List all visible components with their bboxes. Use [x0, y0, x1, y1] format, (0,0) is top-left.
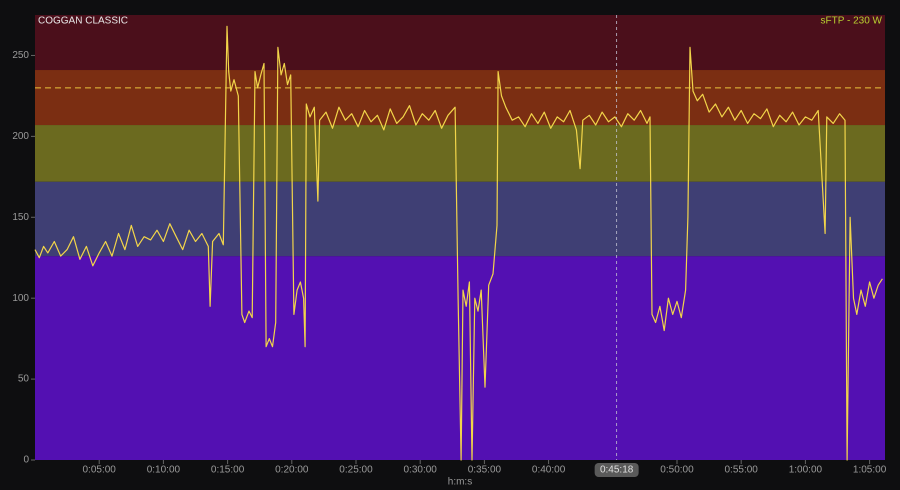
zone-band [35, 125, 885, 182]
cursor-label: 0:45:18 [600, 465, 634, 476]
plot: 0 50 100 150 200 250 0:05:00 0:10:00 0:15:00 0:20… [12, 15, 887, 477]
x-tick-label: 0:05:00 [83, 465, 117, 476]
x-tick-label: 0:40:00 [532, 465, 566, 476]
x-tick-label: 1:05:00 [853, 465, 887, 476]
y-tick-label: 250 [12, 50, 29, 61]
zone-band [35, 15, 885, 71]
x-tick-label: 0:20:00 [275, 465, 309, 476]
y-tick-label: 200 [12, 131, 29, 142]
x-tick-label: 0:25:00 [339, 465, 373, 476]
zone-band [35, 181, 885, 257]
y-tick-label: 100 [12, 293, 29, 304]
cursor-label-box [594, 463, 639, 477]
x-axis-label: h:m:s [448, 477, 472, 488]
x-tick-label: 0:35:00 [468, 465, 502, 476]
zones [35, 15, 885, 460]
power-line [34, 25, 883, 461]
x-tick-label: 0:50:00 [660, 465, 694, 476]
y-tick-label: 150 [12, 212, 29, 223]
chart-title: COGGAN CLASSIC [38, 16, 128, 27]
x-tick-label: 0:15:00 [211, 465, 245, 476]
y-tick-label: 0 [23, 455, 29, 466]
x-tick-label: 0:55:00 [725, 465, 759, 476]
x-tick-label: 0:30:00 [404, 465, 438, 476]
ftp-label: sFTP - 230 W [821, 16, 883, 27]
x-tick-label: 1:00:00 [789, 465, 823, 476]
y-tick-label: 50 [18, 374, 30, 385]
x-tick-label: 0:10:00 [147, 465, 181, 476]
